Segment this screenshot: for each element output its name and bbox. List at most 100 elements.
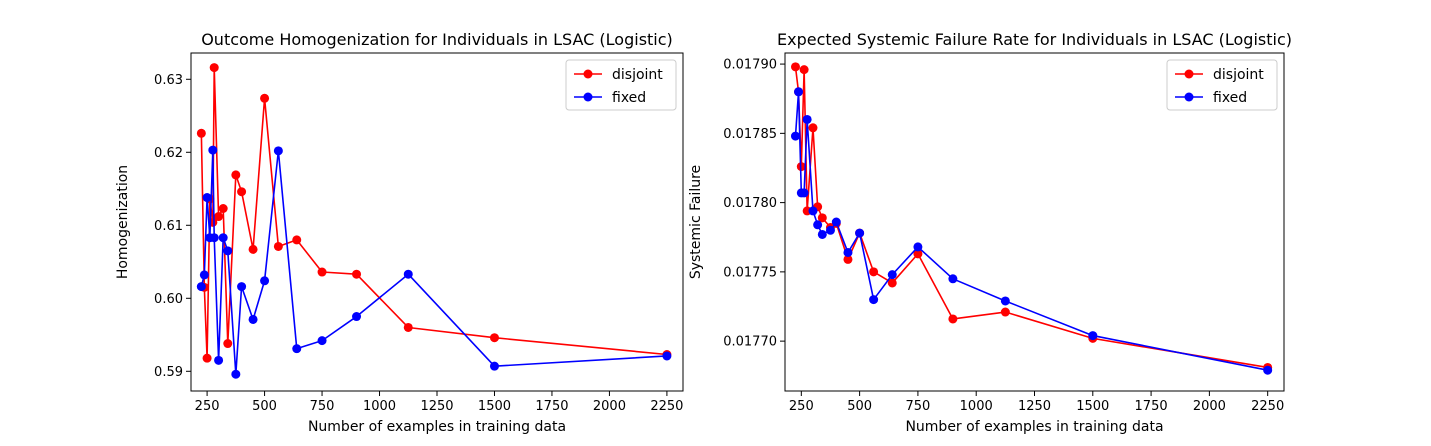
x-tick-label: 1500	[1076, 399, 1109, 414]
data-point-disjoint	[260, 93, 270, 103]
data-point-fixed	[273, 146, 283, 156]
legend-marker-disjoint	[1184, 69, 1194, 79]
x-tick-label: 1250	[1018, 399, 1051, 414]
data-point-fixed	[209, 233, 219, 243]
data-point-fixed	[802, 114, 812, 124]
data-point-disjoint	[248, 244, 258, 254]
data-point-fixed	[208, 145, 218, 155]
y-tick-label: 0.59	[154, 365, 183, 380]
x-tick-label: 1750	[535, 399, 568, 414]
data-point-fixed	[199, 270, 209, 280]
data-point-fixed	[887, 270, 897, 280]
data-point-fixed	[843, 247, 853, 257]
series-line-fixed	[794, 90, 1268, 372]
y-tick-label: 0.01780	[723, 196, 777, 211]
x-tick-label: 750	[905, 399, 930, 414]
data-point-fixed	[869, 295, 879, 305]
x-tick-label: 500	[847, 399, 872, 414]
data-point-fixed	[913, 242, 923, 252]
data-point-fixed	[489, 361, 499, 371]
x-axis-label: Number of examples in training data	[905, 419, 1163, 435]
data-point-fixed	[1263, 365, 1273, 375]
data-point-fixed	[260, 276, 270, 286]
legend-label-disjoint: disjoint	[612, 67, 663, 83]
data-point-fixed	[817, 229, 827, 239]
legend: disjoint fixed	[565, 59, 677, 111]
data-point-disjoint	[214, 212, 224, 222]
legend-marker-fixed	[1184, 92, 1194, 102]
y-tick-label: 0.61	[154, 219, 183, 234]
chart-title: Expected Systemic Failure Rate for Indiv…	[777, 30, 1292, 49]
x-tick-label: 1750	[1135, 399, 1168, 414]
y-tick-label: 0.01785	[723, 127, 777, 142]
x-tick-label: 2250	[650, 399, 683, 414]
data-point-disjoint	[843, 254, 853, 264]
x-tick-label: 2000	[1193, 399, 1226, 414]
data-point-disjoint	[196, 128, 206, 138]
x-tick-label: 2250	[1251, 399, 1284, 414]
data-point-fixed	[831, 217, 841, 227]
y-tick-label: 0.01790	[723, 58, 777, 73]
y-tick-label: 0.62	[154, 146, 183, 161]
data-point-fixed	[799, 188, 809, 198]
data-point-fixed	[1088, 331, 1098, 341]
data-point-disjoint	[403, 322, 413, 332]
data-point-fixed	[662, 351, 672, 361]
data-point-disjoint	[223, 339, 233, 349]
chart-title: Outcome Homogenization for Individuals i…	[201, 30, 673, 49]
data-point-fixed	[948, 274, 958, 284]
data-point-disjoint	[292, 235, 302, 245]
data-point-disjoint	[799, 65, 809, 75]
legend-marker-fixed	[583, 92, 593, 102]
data-point-fixed	[855, 228, 865, 238]
data-point-disjoint	[913, 249, 923, 259]
data-point-disjoint	[1000, 307, 1010, 317]
data-point-fixed	[231, 369, 241, 379]
data-point-disjoint	[808, 123, 818, 133]
x-tick-label: 1000	[960, 399, 993, 414]
x-tick-label: 750	[310, 399, 335, 414]
y-tick-label: 0.01775	[723, 265, 777, 280]
y-axis-label: Systemic Failure	[688, 165, 704, 279]
chart-2: Expected Systemic Failure Rate for Indiv…	[688, 30, 1292, 435]
data-point-fixed	[214, 355, 224, 365]
legend-label-fixed: fixed	[612, 90, 646, 106]
data-point-fixed	[1000, 296, 1010, 306]
data-point-disjoint	[202, 353, 212, 363]
data-point-fixed	[223, 246, 233, 256]
data-point-disjoint	[352, 269, 362, 279]
series-line-fixed	[200, 149, 667, 376]
x-tick-label: 2000	[593, 399, 626, 414]
x-tick-label: 500	[252, 399, 277, 414]
y-axis-label: Homogenization	[115, 165, 131, 279]
x-tick-label: 1250	[420, 399, 453, 414]
data-point-disjoint	[790, 62, 800, 72]
data-point-fixed	[808, 206, 818, 216]
data-point-fixed	[317, 336, 327, 346]
y-tick-label: 0.60	[154, 292, 183, 307]
legend-label-fixed: fixed	[1213, 90, 1247, 106]
data-point-fixed	[248, 314, 258, 324]
data-point-disjoint	[817, 213, 827, 223]
legend-marker-disjoint	[583, 69, 593, 79]
y-tick-label: 0.01770	[723, 335, 777, 350]
data-point-disjoint	[237, 187, 247, 197]
data-point-fixed	[202, 193, 212, 203]
series-line-disjoint	[794, 66, 1268, 369]
x-tick-label: 1500	[478, 399, 511, 414]
data-point-disjoint	[948, 314, 958, 324]
data-point-disjoint	[489, 333, 499, 343]
data-point-fixed	[403, 269, 413, 279]
x-tick-label: 250	[789, 399, 814, 414]
data-point-disjoint	[231, 170, 241, 180]
x-axis-label: Number of examples in training data	[308, 419, 566, 435]
data-point-disjoint	[209, 63, 219, 73]
data-point-fixed	[790, 131, 800, 141]
data-point-fixed	[352, 312, 362, 322]
data-point-fixed	[237, 282, 247, 292]
data-point-disjoint	[869, 267, 879, 277]
data-point-fixed	[813, 220, 823, 230]
data-point-fixed	[196, 282, 206, 292]
